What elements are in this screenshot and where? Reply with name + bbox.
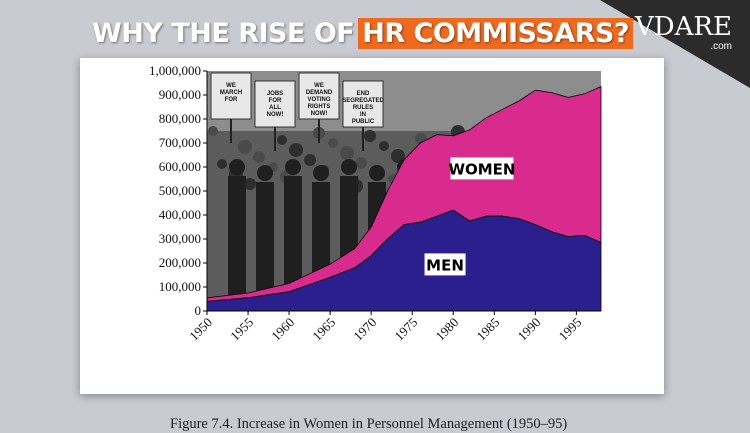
- photo-sign-word: MARCH: [220, 90, 242, 96]
- photo-crowd-head: [304, 154, 316, 166]
- photo-marcher-head: [369, 165, 385, 181]
- x-tick-label: 1960: [268, 315, 297, 344]
- figure-caption: Figure 7.4. Increase in Women in Personn…: [170, 416, 568, 432]
- y-tick-label: 1,000,000: [149, 63, 201, 78]
- women-series-label-box: [450, 157, 514, 180]
- logo-domain: .com: [710, 41, 732, 52]
- photo-crowd-head: [364, 130, 376, 142]
- photo-sign-word: SEGREGATED: [342, 98, 384, 104]
- y-tick-label: 200,000: [159, 255, 201, 270]
- y-tick-label: 900,000: [159, 87, 201, 102]
- photo-marcher-figure: [284, 176, 302, 296]
- photo-sign-word: JOBS: [267, 91, 283, 97]
- y-tick-label: 0: [195, 303, 202, 318]
- photo-crowd-head: [355, 157, 367, 169]
- y-tick-label: 100,000: [159, 279, 201, 294]
- photo-crowd-head: [277, 135, 287, 145]
- y-tick-label: 800,000: [159, 111, 201, 126]
- y-tick-label: 600,000: [159, 159, 201, 174]
- chart-series-labels: WOMEN MEN: [424, 157, 515, 276]
- logo-name: VDARE: [635, 12, 732, 42]
- photo-crowd-head: [379, 141, 389, 151]
- photo-sign-word: IN: [360, 112, 366, 118]
- x-tick-label: 1990: [514, 315, 543, 344]
- photo-protest-sign: [210, 72, 252, 120]
- x-tick-label: 1950: [186, 315, 215, 344]
- photo-crowd-head: [253, 151, 265, 163]
- men-series-label-box: [424, 253, 466, 276]
- photo-crowd-head: [244, 178, 256, 190]
- photo-crowd-head: [391, 149, 405, 163]
- x-tick-label: 1975: [391, 315, 420, 344]
- photo-crowd-head: [217, 159, 227, 169]
- photo-sign-word: FOR: [269, 98, 282, 104]
- x-tick-label: 1970: [350, 315, 379, 344]
- photo-crowd-head: [208, 126, 218, 136]
- men-area: [206, 209, 602, 312]
- photo-sign-word: RULES: [353, 105, 373, 111]
- y-tick-label: 500,000: [159, 183, 201, 198]
- x-tick-label: 1980: [432, 315, 461, 344]
- x-tick-label: 1995: [556, 315, 585, 344]
- photo-crowd-head: [238, 140, 252, 154]
- chart-card: WE MARCH FOR JOBS FOR ALL NOW! WE DEMAND VOTING RI…: [80, 58, 664, 432]
- photo-sign-word: VOTING: [307, 97, 330, 103]
- photo-marcher-head: [229, 159, 245, 175]
- photo-marcher-head: [313, 165, 329, 181]
- photo-sign-word: ALL: [269, 105, 281, 111]
- vdare-logo[interactable]: VDARE .com: [635, 14, 732, 52]
- photo-marcher-figure: [256, 182, 274, 302]
- y-tick-label: 400,000: [159, 207, 201, 222]
- photo-sign-word: FOR: [225, 97, 238, 103]
- headline: WHY THE RISE OF HR COMMISSARS?: [92, 18, 634, 49]
- photo-protest-sign: [254, 80, 296, 128]
- photo-protest-sign: [298, 72, 340, 120]
- photo-sign-word: WE: [314, 83, 324, 89]
- photo-crowd-head: [328, 138, 338, 148]
- y-tick-label: 700,000: [159, 135, 201, 150]
- photo-marcher-figure: [228, 176, 246, 296]
- women-series-label: WOMEN: [448, 160, 515, 178]
- photo-marcher-head: [341, 159, 357, 175]
- photo-sign-word: NOW!: [311, 111, 328, 117]
- photo-sign-word: DEMAND: [306, 90, 333, 96]
- photo-sign-word: NOW!: [267, 112, 284, 118]
- photo-crowd-head: [340, 146, 354, 160]
- photo-sign-text: JOBS FOR ALL NOW!: [267, 91, 284, 118]
- x-tick-label: 1965: [309, 315, 338, 344]
- photo-sign-text: END SEGREGATED RULES IN PUBLIC: [342, 91, 384, 125]
- photo-sign-text: WE DEMAND VOTING RIGHTS NOW!: [306, 83, 333, 117]
- photo-marcher-head: [257, 165, 273, 181]
- headline-highlight: HR COMMISSARS?: [358, 18, 634, 49]
- headline-prefix: WHY THE RISE OF: [92, 18, 355, 49]
- photo-sign-word: END: [357, 91, 370, 97]
- photo-crowd-head: [289, 143, 303, 157]
- men-series-label: MEN: [426, 256, 464, 274]
- photo-sign-word: WE: [226, 83, 236, 89]
- photo-marcher-head: [285, 159, 301, 175]
- x-tick-label: 1955: [227, 315, 256, 344]
- x-tick-label: 1985: [473, 315, 502, 344]
- y-tick-label: 300,000: [159, 231, 201, 246]
- chart-axes: 0 100,000 200,000 300,000 400,000 500,000 600,…: [149, 63, 601, 344]
- photo-sign-word: PUBLIC: [352, 119, 375, 125]
- photo-sign-text: WE MARCH FOR: [220, 83, 242, 103]
- photo-sign-word: RIGHTS: [308, 104, 331, 110]
- chart-areas: [206, 85, 602, 312]
